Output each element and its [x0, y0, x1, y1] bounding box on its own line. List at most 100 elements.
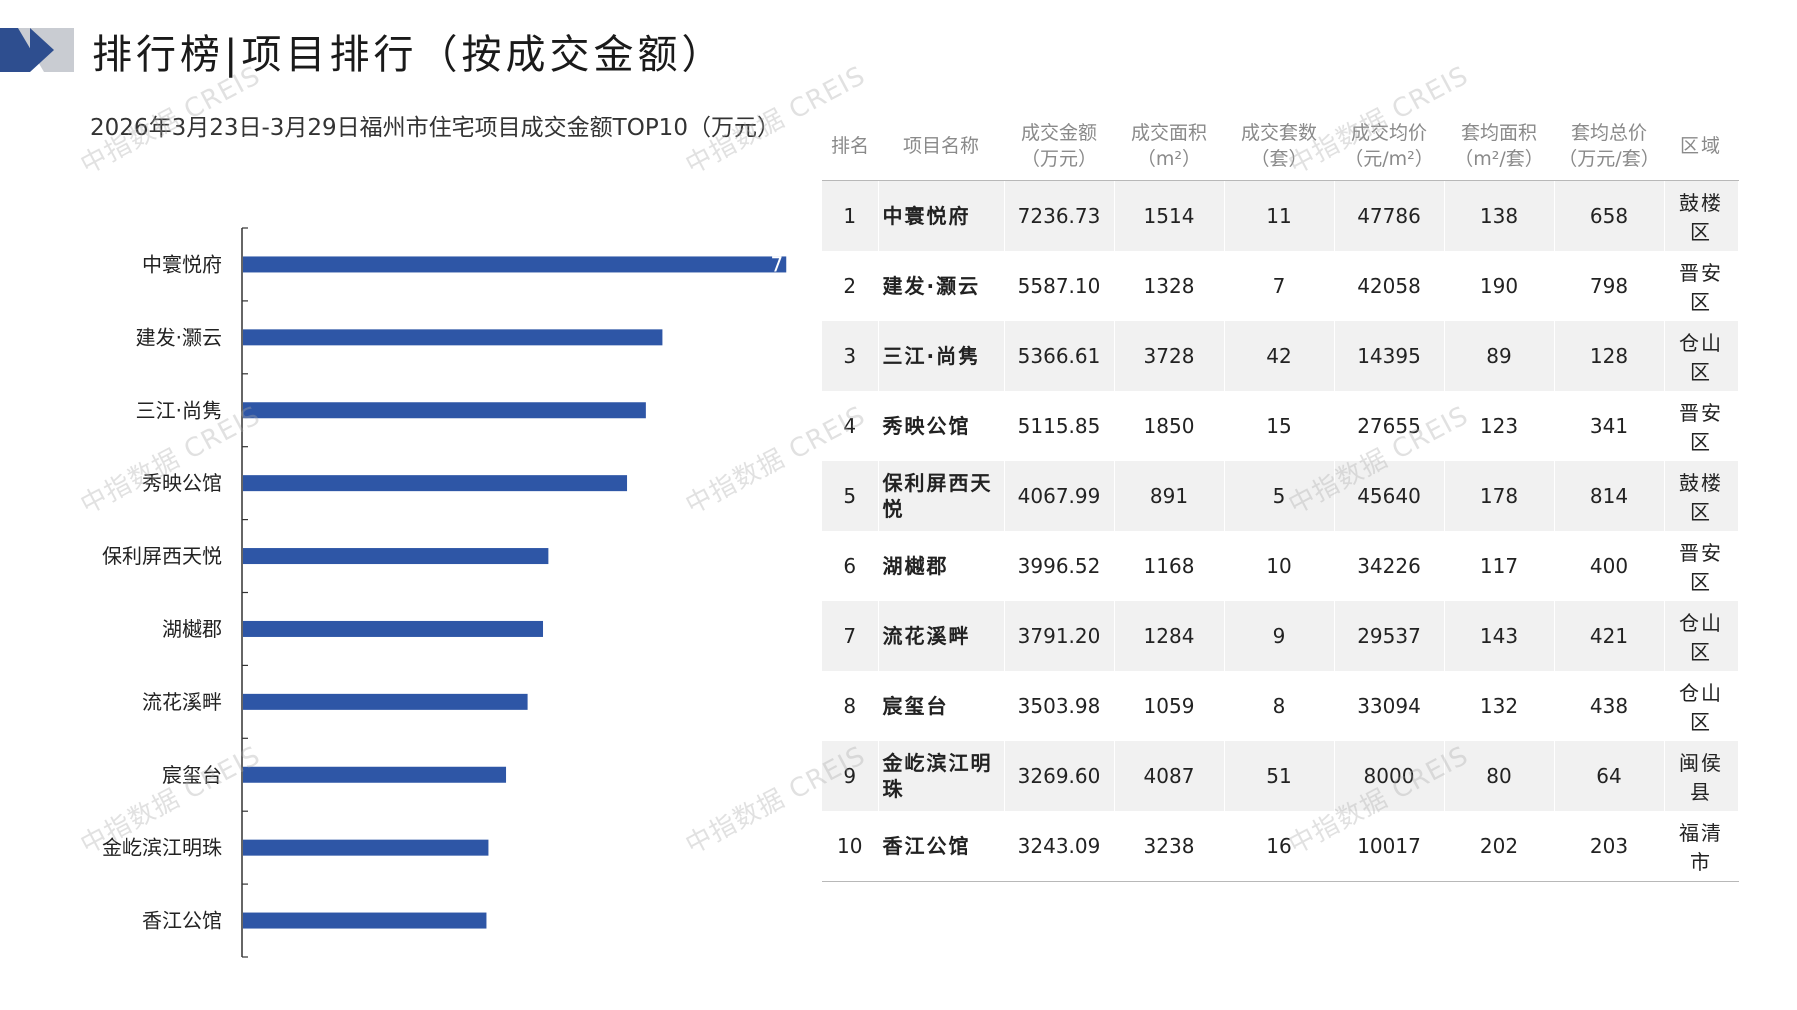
page-title: 排行榜|项目排行（按成交金额） [92, 32, 726, 78]
bar [243, 620, 544, 637]
cell-units: 9 [1224, 601, 1335, 671]
category-label: 秀映公馆 [142, 471, 222, 495]
cell-project-name: 湖樾郡 [878, 531, 1005, 601]
cell-avg-total-price: 341 [1554, 391, 1665, 461]
bar [243, 693, 528, 710]
table-row: 1 中寰悦府 7236.73 1514 11 47786 138 658 鼓楼区 [822, 180, 1739, 251]
cell-avg-price: 34226 [1334, 531, 1445, 601]
cell-district: 晋安区 [1664, 251, 1739, 321]
cell-district: 仓山区 [1664, 671, 1739, 741]
cell-area: 1284 [1114, 601, 1225, 671]
cell-project-name: 建发·灏云 [878, 251, 1005, 321]
header-avg-area: 套均面积 （m²/套） [1444, 112, 1554, 181]
cell-avg-area: 178 [1444, 461, 1555, 531]
cell-project-name: 香江公馆 [878, 811, 1005, 882]
header-rank: 排名 [822, 112, 878, 181]
table-row: 8 宸玺台 3503.98 1059 8 33094 132 438 仓山区 [822, 671, 1739, 741]
header-avg-price: 成交均价 （元/m²） [1334, 112, 1444, 181]
cell-amount: 5115.85 [1004, 391, 1115, 461]
cell-district: 鼓楼区 [1664, 180, 1739, 251]
cell-area: 1850 [1114, 391, 1225, 461]
table-row: 2 建发·灏云 5587.10 1328 7 42058 190 798 晋安区 [822, 251, 1739, 321]
cell-units: 5 [1224, 461, 1335, 531]
cell-avg-area: 138 [1444, 180, 1555, 251]
header-avg-total-price: 套均总价 （万元/套） [1554, 112, 1664, 181]
cell-rank: 4 [822, 391, 879, 461]
cell-area: 1328 [1114, 251, 1225, 321]
cell-area: 891 [1114, 461, 1225, 531]
category-label: 宸玺台 [162, 763, 222, 787]
cell-area: 1168 [1114, 531, 1225, 601]
cell-district: 闽侯县 [1664, 741, 1739, 811]
bar-chart: 中寰悦府 7 建发·灏云三江·尚隽秀映公馆保利屏西天悦湖樾郡流花溪畔宸玺台金屹滨江明… [102, 227, 787, 958]
cell-area: 1514 [1114, 180, 1225, 251]
cell-district: 仓山区 [1664, 601, 1739, 671]
category-label: 湖樾郡 [162, 617, 222, 641]
bar-data-label: 7 [771, 252, 784, 276]
table-row: 3 三江·尚隽 5366.61 3728 42 14395 89 128 仓山区 [822, 321, 1739, 391]
category-label: 建发·灏云 [136, 325, 222, 349]
cell-district: 鼓楼区 [1664, 461, 1739, 531]
cell-amount: 7236.73 [1004, 180, 1115, 251]
cell-avg-total-price: 128 [1554, 321, 1665, 391]
category-label: 香江公馆 [142, 909, 222, 933]
cell-district: 福清市 [1664, 811, 1739, 882]
cell-area: 4087 [1114, 741, 1225, 811]
cell-avg-price: 45640 [1334, 461, 1445, 531]
cell-amount: 3269.60 [1004, 741, 1115, 811]
cell-avg-total-price: 400 [1554, 531, 1665, 601]
cell-rank: 8 [822, 671, 879, 741]
cell-units: 16 [1224, 811, 1335, 882]
cell-avg-price: 8000 [1334, 741, 1445, 811]
cell-amount: 3791.20 [1004, 601, 1115, 671]
category-label: 中寰悦府 [142, 252, 222, 276]
cell-units: 42 [1224, 321, 1335, 391]
cell-rank: 10 [822, 811, 879, 882]
cell-district: 仓山区 [1664, 321, 1739, 391]
cell-avg-total-price: 658 [1554, 180, 1665, 251]
cell-avg-price: 14395 [1334, 321, 1445, 391]
cell-area: 1059 [1114, 671, 1225, 741]
table-row: 4 秀映公馆 5115.85 1850 15 27655 123 341 晋安区 [822, 391, 1739, 461]
cell-rank: 3 [822, 321, 879, 391]
header-district: 区域 [1664, 112, 1738, 181]
bar [243, 548, 549, 565]
table-row: 9 金屹滨江明珠 3269.60 4087 51 8000 80 64 闽侯县 [822, 741, 1739, 811]
cell-avg-total-price: 814 [1554, 461, 1665, 531]
cell-district: 晋安区 [1664, 391, 1739, 461]
cell-district: 晋安区 [1664, 531, 1739, 601]
cell-project-name: 保利屏西天悦 [878, 461, 1005, 531]
brand-logo-mark [0, 28, 74, 72]
cell-avg-total-price: 203 [1554, 811, 1665, 882]
cell-units: 8 [1224, 671, 1335, 741]
table-row: 10 香江公馆 3243.09 3238 16 10017 202 203 福清市 [822, 811, 1739, 882]
header-project-name: 项目名称 [878, 112, 1004, 181]
cell-avg-area: 80 [1444, 741, 1555, 811]
cell-avg-total-price: 421 [1554, 601, 1665, 671]
cell-project-name: 中寰悦府 [878, 180, 1005, 251]
cell-avg-area: 132 [1444, 671, 1555, 741]
cell-amount: 3503.98 [1004, 671, 1115, 741]
header-area: 成交面积 （m²） [1114, 112, 1224, 181]
cell-area: 3728 [1114, 321, 1225, 391]
bar [243, 475, 628, 492]
ranking-table: 排名 项目名称 成交金额 （万元） 成交面积 （m²） 成交套数 （套） 成交均… [822, 112, 1739, 882]
cell-avg-total-price: 64 [1554, 741, 1665, 811]
cell-avg-price: 29537 [1334, 601, 1445, 671]
bar [243, 402, 646, 419]
cell-rank: 7 [822, 601, 879, 671]
cell-avg-area: 190 [1444, 251, 1555, 321]
bar [243, 329, 663, 346]
cell-project-name: 三江·尚隽 [878, 321, 1005, 391]
bar [243, 839, 489, 856]
category-label: 保利屏西天悦 [102, 544, 222, 568]
cell-avg-price: 47786 [1334, 180, 1445, 251]
category-label: 流花溪畔 [142, 690, 222, 714]
table-row: 5 保利屏西天悦 4067.99 891 5 45640 178 814 鼓楼区 [822, 461, 1739, 531]
cell-rank: 5 [822, 461, 879, 531]
cell-units: 7 [1224, 251, 1335, 321]
table-header-row: 排名 项目名称 成交金额 （万元） 成交面积 （m²） 成交套数 （套） 成交均… [822, 112, 1738, 181]
cell-rank: 1 [822, 180, 879, 251]
cell-avg-price: 10017 [1334, 811, 1445, 882]
cell-avg-area: 143 [1444, 601, 1555, 671]
